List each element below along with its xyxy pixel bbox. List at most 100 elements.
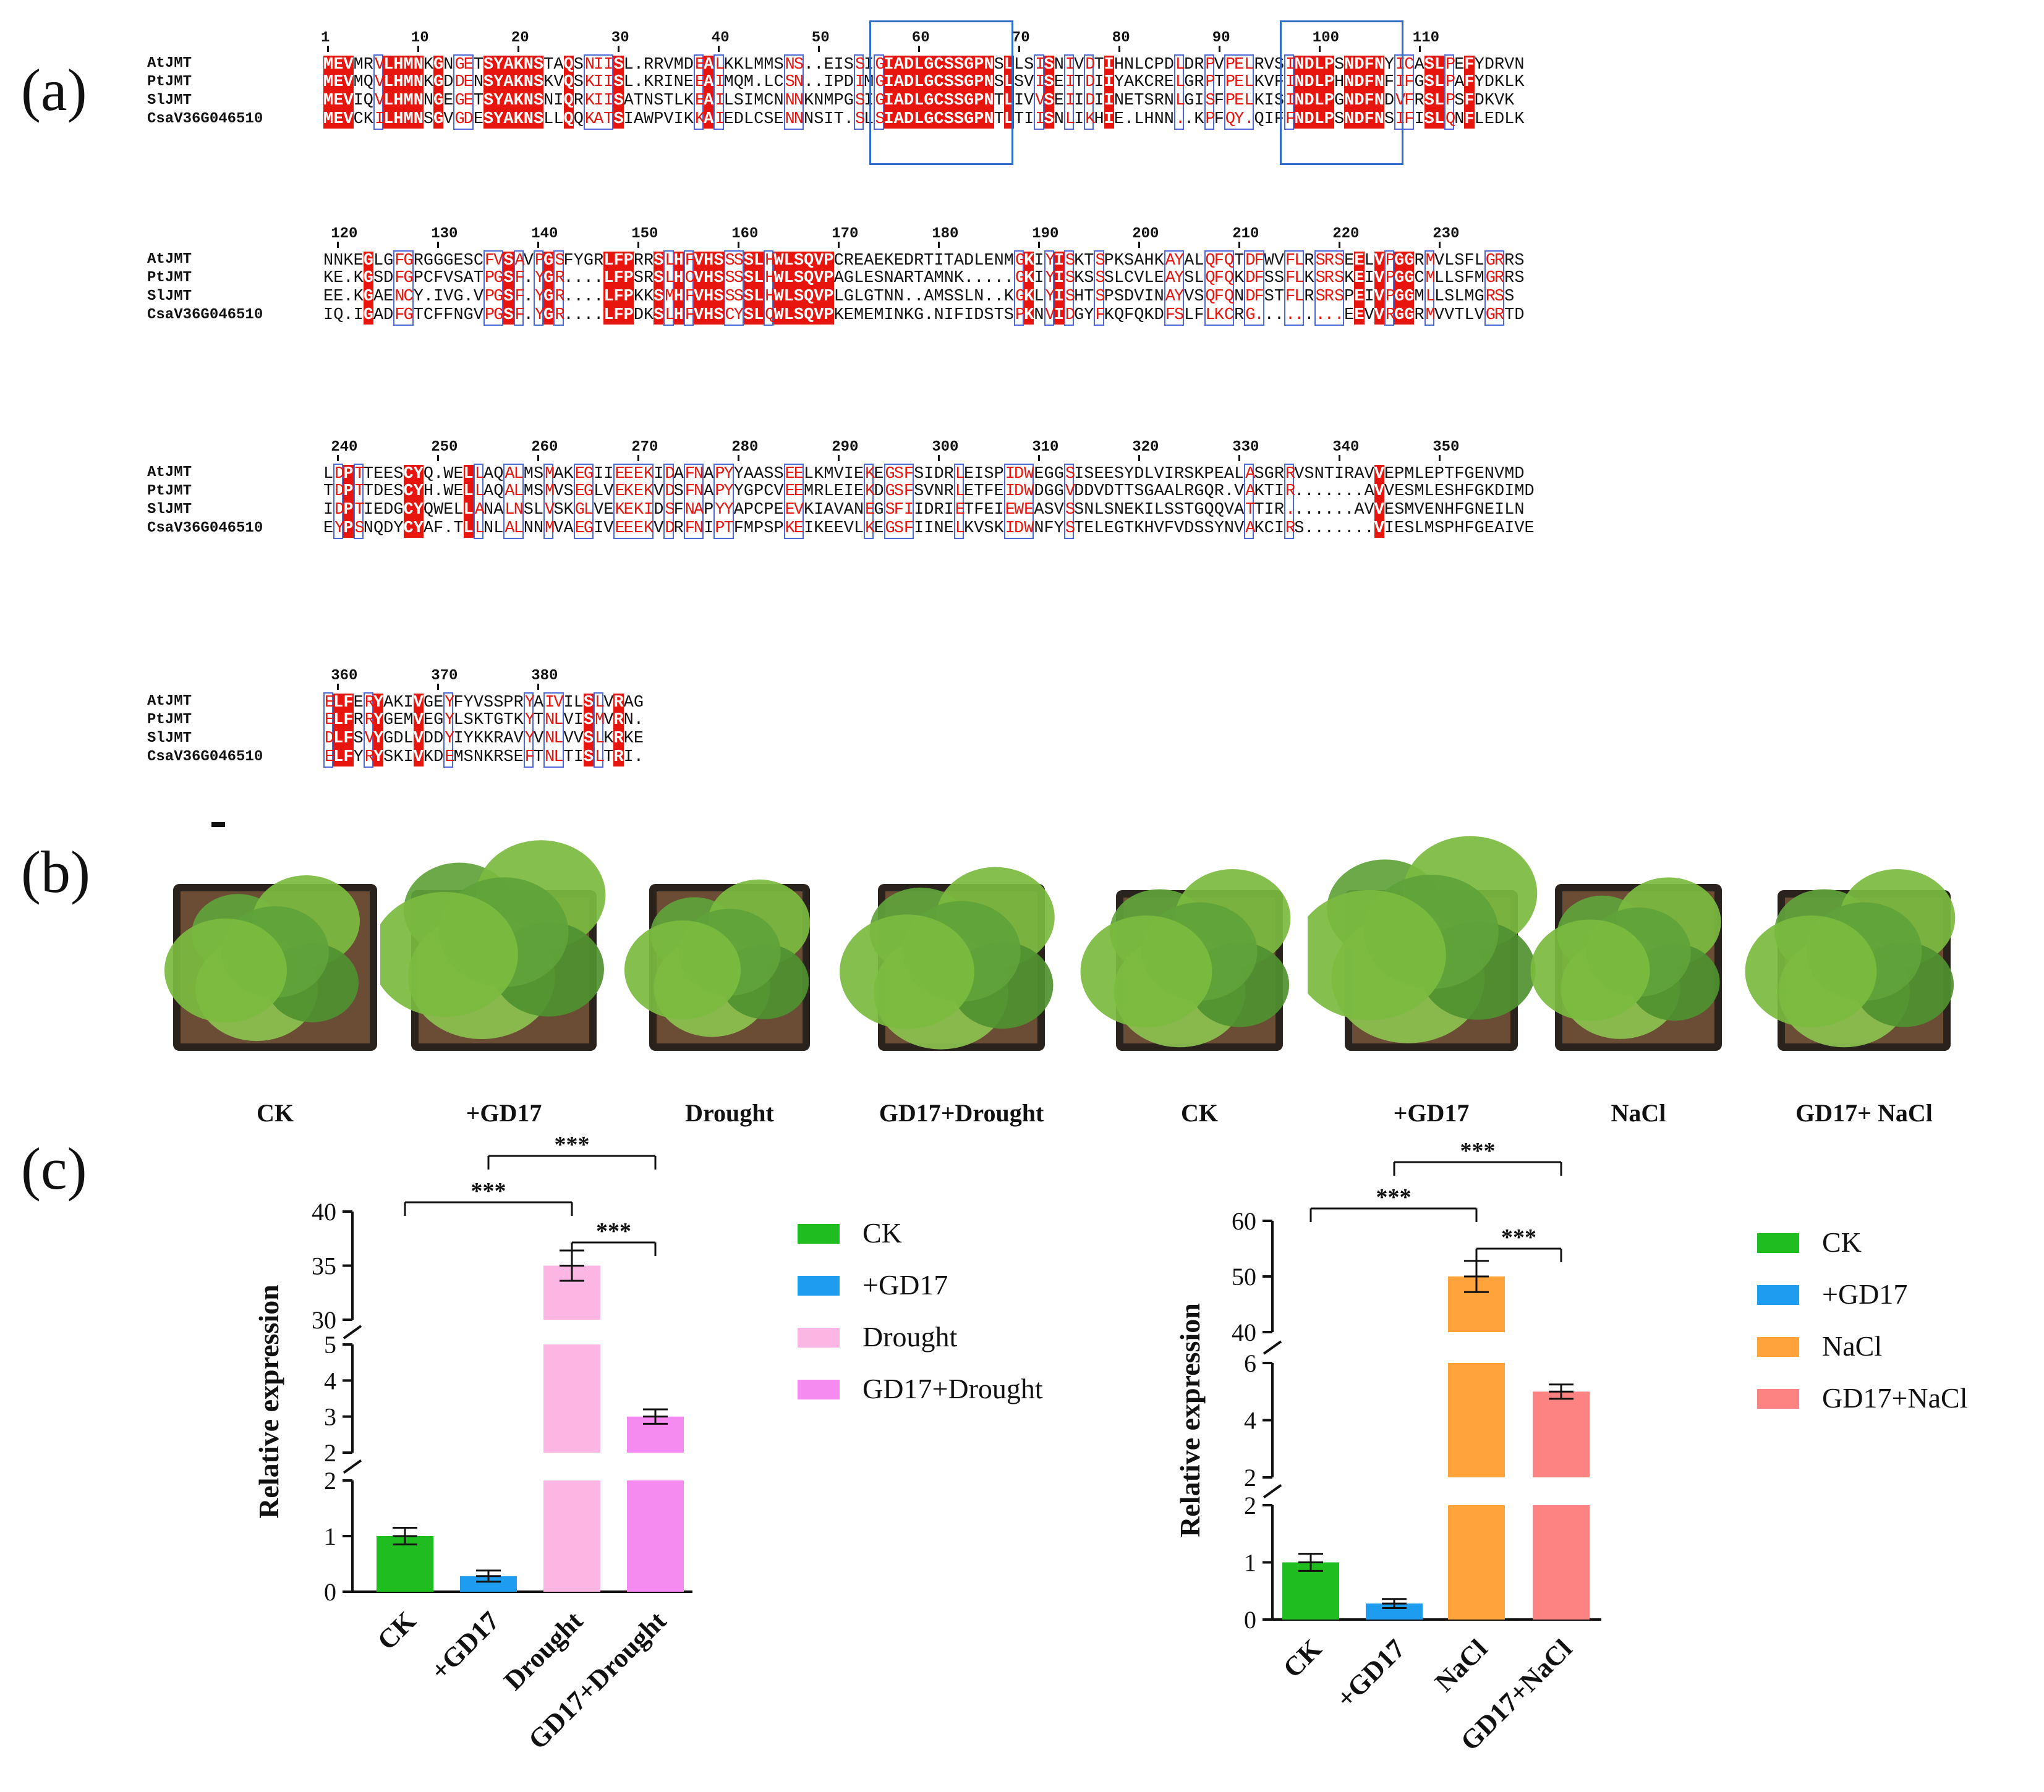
ruler-tick [1218, 46, 1220, 52]
sequence-residues: ELFRRYGEMVEGYLSKTGTKYTNLVISMVRN. [323, 711, 644, 729]
ruler-number: 180 [932, 226, 959, 242]
leaf [1308, 890, 1446, 1021]
ruler-tick [337, 455, 339, 461]
sig-label: *** [1501, 1225, 1536, 1251]
ruler-number: 220 [1332, 226, 1360, 242]
y-tick-label: 2 [324, 1439, 336, 1467]
plant-label: GD17+Drought [879, 1099, 1044, 1127]
ruler-number: 110 [1412, 30, 1440, 46]
ruler-tick [738, 455, 740, 461]
legend-label: CK [1822, 1226, 1862, 1258]
panel-label-a: (a) [21, 57, 87, 123]
sequence-residues: EYPSNQDYCYAF.TLLNLALNNMVAEGIVEEEKVDRFNIP… [323, 519, 1535, 539]
y-tick-label: 4 [324, 1367, 336, 1395]
y-tick-label: 0 [324, 1578, 336, 1606]
ruler-tick [1138, 455, 1141, 461]
ruler-number: 190 [1032, 226, 1059, 242]
y-tick-label: 5 [324, 1331, 336, 1359]
y-tick-label: 60 [1232, 1207, 1256, 1235]
x-tick-label: CK [1277, 1633, 1327, 1683]
ruler-number: 50 [811, 30, 830, 46]
ruler-tick [437, 684, 440, 690]
alignment-ruler: 360 370 380 [323, 668, 2044, 690]
ruler-number: 130 [431, 226, 458, 242]
y-tick-label: 2 [1244, 1492, 1256, 1519]
y-tick-label: 40 [1232, 1319, 1256, 1346]
legend-label: +GD17 [1822, 1278, 1907, 1310]
axis-break [343, 1325, 362, 1340]
sequence-residues: ELFERYAKIVGEYFYVSSPRYAIVILSLVRAG [323, 692, 644, 712]
ruler-number: 1 [321, 30, 330, 46]
ruler-number: 210 [1232, 226, 1259, 242]
y-tick-label: 40 [312, 1198, 336, 1226]
sequence-residues: IQ.IGADFGTCFFNGVPGSF.YGR....LFPDKSLHFVHS… [323, 306, 1525, 326]
y-tick-label: 50 [1232, 1263, 1256, 1291]
ruler-number: 120 [331, 226, 358, 242]
sequence-residues: MEVIQVLHMNNGEGETSYAKNSNIQRKIISATNSTLKEAI… [323, 91, 1515, 110]
ruler-tick [938, 455, 940, 461]
legend-swatch [1757, 1389, 1799, 1409]
ruler-number: 280 [731, 439, 759, 456]
legend-swatch [1757, 1233, 1799, 1253]
ruler-tick [738, 242, 740, 248]
sequence-residues: LDPTTEESCYQ.WELLAQALMSMAKEGIIEEEKIDAFNAP… [323, 464, 1525, 483]
plant-label: NaCl [1611, 1099, 1666, 1127]
ruler-tick [1418, 46, 1421, 52]
y-tick-label: 2 [1244, 1464, 1256, 1492]
ruler-number: 290 [832, 439, 859, 456]
sequence-name: PtJMT [147, 711, 192, 728]
plant-photo [624, 879, 811, 1051]
legend-label: NaCl [1822, 1330, 1882, 1362]
ruler-number: 310 [1032, 439, 1059, 456]
sig-label: *** [1376, 1184, 1412, 1210]
ruler-number: 270 [631, 439, 658, 456]
sequence-name: SlJMT [147, 288, 192, 305]
alignment-ruler: 1 10 20 30 40 50 60 70 80 90 100 110 [321, 30, 2044, 52]
y-tick-label: 35 [312, 1252, 336, 1280]
sequence-name: AtJMT [147, 55, 192, 72]
ruler-number: 10 [411, 30, 429, 46]
ruler-tick [1439, 242, 1441, 248]
sig-label: *** [596, 1218, 631, 1244]
plant-label: CK [1181, 1099, 1218, 1127]
motif-box-1 [869, 20, 1013, 165]
ruler-tick [537, 242, 540, 248]
ruler-tick [1018, 46, 1020, 52]
leaf [1530, 919, 1650, 1021]
y-tick-label: 1 [324, 1522, 336, 1550]
ruler-number: 230 [1433, 226, 1460, 242]
y-tick-label: 30 [312, 1306, 336, 1334]
ruler-tick [437, 455, 440, 461]
ruler-number: 340 [1332, 439, 1360, 456]
ruler-number: 350 [1433, 439, 1460, 456]
ruler-tick [517, 46, 519, 52]
ruler-tick [637, 455, 640, 461]
panel-label-b: (b) [21, 839, 90, 905]
plant-photo [1745, 869, 1956, 1051]
bar [1282, 1562, 1339, 1620]
ruler-number: 240 [331, 439, 358, 456]
sequence-residues: DLFSVYGDLVDDYIYKKRAVYVNLVVSLKRKE [323, 729, 644, 748]
x-tick-label: +GD17 [425, 1605, 505, 1686]
ruler-number: 260 [531, 439, 558, 456]
sequence-name: CsaV36G046510 [147, 520, 263, 537]
plant-photo [1530, 877, 1722, 1051]
ruler-tick [617, 46, 620, 52]
ruler-tick [817, 46, 820, 52]
ruler-number: 100 [1312, 30, 1340, 46]
sequence-residues: KE.KGSDFGPCFVSATPGSF.YGR....LFPSRSLHCVHS… [323, 269, 1525, 287]
ruler-tick [1339, 455, 1341, 461]
sequence-residues: EE.KGAENCY.IVG.VPGSF.YGR....LFPKKSMHFVHS… [323, 287, 1515, 306]
ruler-tick [1038, 242, 1041, 248]
sequence-name: AtJMT [147, 464, 192, 481]
axis-break [1263, 1340, 1282, 1355]
ruler-number: 150 [631, 226, 658, 242]
ruler-tick [838, 455, 840, 461]
ruler-tick [537, 455, 540, 461]
ruler-number: 200 [1132, 226, 1159, 242]
plant-photo [380, 840, 606, 1051]
sequence-residues: TDPTTDESCYH.WELLAQALMSMVSEGLVEKEKVDSFNAP… [323, 482, 1535, 501]
y-tick-label: 4 [1244, 1407, 1256, 1435]
